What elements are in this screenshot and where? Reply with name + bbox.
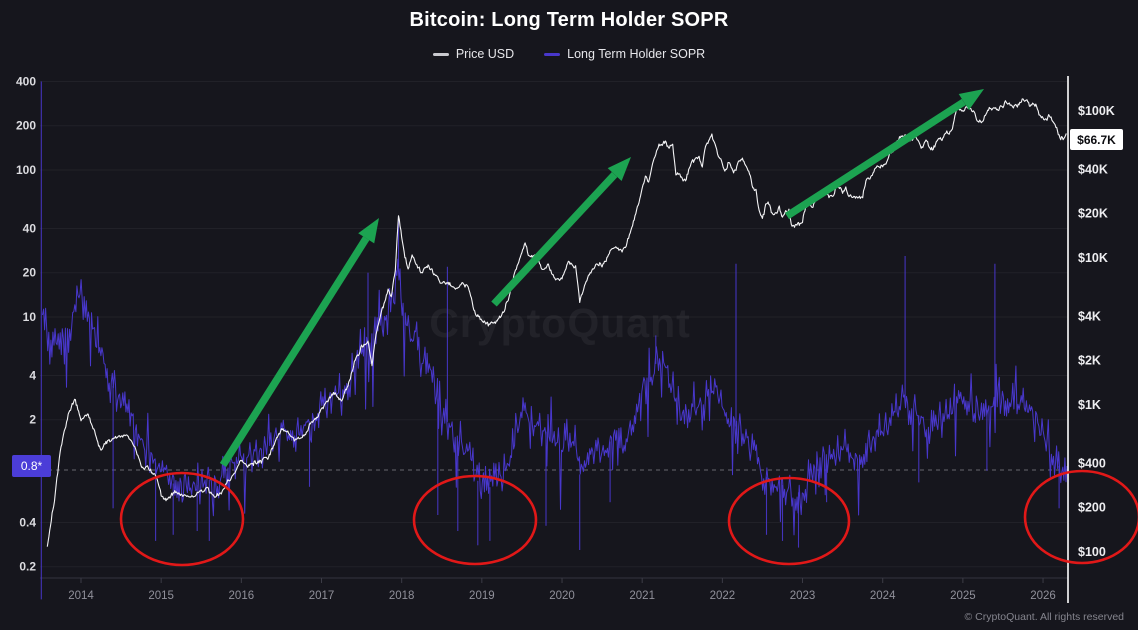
cryptoquant-watermark: CryptoQuant	[429, 300, 691, 346]
trend-arrow-head	[358, 218, 379, 244]
right-axis-tick: $2K	[1078, 354, 1101, 368]
x-axis-label: 2024	[870, 590, 896, 602]
series-group	[40, 81, 1068, 600]
chart-legend: Price USD Long Term Holder SOPR	[0, 47, 1138, 61]
left-axis-tick: 0.2	[19, 560, 36, 574]
price-line-swatch-icon	[432, 52, 449, 56]
right-axis-tick: $20K	[1078, 207, 1108, 221]
right-axis-tick: $400	[1078, 457, 1106, 471]
trend-arrow-shaft	[491, 172, 618, 307]
capitulation-circle	[727, 476, 851, 566]
x-axis-label: 2025	[950, 590, 976, 602]
right-axis-tick: $10K	[1078, 251, 1108, 265]
trend-arrow-head	[607, 157, 631, 181]
sopr-line	[42, 258, 1068, 536]
copyright-text: © CryptoQuant. All rights reserved	[964, 611, 1124, 623]
chart-title: Bitcoin: Long Term Holder SOPR	[409, 9, 729, 31]
price-current-value-badge: $66.7K	[1070, 129, 1123, 150]
capitulation-circle	[119, 471, 245, 567]
right-axis-tick: $40K	[1078, 163, 1108, 177]
x-axis-label: 2023	[790, 590, 816, 602]
sopr-line-swatch-icon	[544, 52, 561, 56]
right-axis-tick: $200	[1078, 501, 1106, 515]
left-axis-tick: 100	[16, 163, 36, 177]
left-axis-tick: 2	[29, 413, 36, 427]
x-axis-label: 2017	[309, 590, 335, 602]
x-axis-label: 2019	[469, 590, 495, 602]
x-axis-label: 2018	[389, 590, 415, 602]
legend-item-sopr[interactable]: Long Term Holder SOPR	[544, 47, 705, 61]
legend-item-price[interactable]: Price USD	[432, 47, 515, 61]
left-axis-tick: 400	[16, 75, 36, 89]
trend-arrow-head	[958, 89, 984, 110]
legend-label-sopr: Long Term Holder SOPR	[567, 47, 706, 61]
legend-label-price: Price USD	[455, 47, 515, 61]
left-axis-tick: 20	[23, 266, 37, 280]
left-axis-tick: 10	[23, 310, 37, 324]
right-axis-tick: $1K	[1078, 398, 1101, 412]
x-axis-label: 2022	[710, 590, 736, 602]
x-axis-label: 2014	[68, 590, 94, 602]
left-axis-tick: 4	[29, 369, 36, 383]
capitulation-circle	[1023, 469, 1138, 565]
sopr-current-value-badge: 0.8*	[12, 455, 51, 477]
x-axis-label: 2021	[629, 590, 655, 602]
x-axis-label: 2016	[229, 590, 255, 602]
right-axis-tick: $4K	[1078, 310, 1101, 324]
x-axis-label: 2026	[1030, 590, 1056, 602]
left-axis-tick: 40	[23, 222, 37, 236]
right-axis-tick: $100K	[1078, 104, 1115, 118]
price-line	[46, 98, 1067, 547]
x-axis-label: 2015	[148, 590, 174, 602]
trend-arrow-shaft	[784, 98, 966, 220]
right-axis-tick: $100	[1078, 545, 1106, 559]
capitulation-circle	[412, 474, 538, 566]
x-axis-label: 2020	[549, 590, 575, 602]
left-axis-tick: 0.4	[19, 516, 36, 530]
trend-arrow-shaft	[219, 236, 370, 468]
left-axis-tick: 200	[16, 119, 36, 133]
